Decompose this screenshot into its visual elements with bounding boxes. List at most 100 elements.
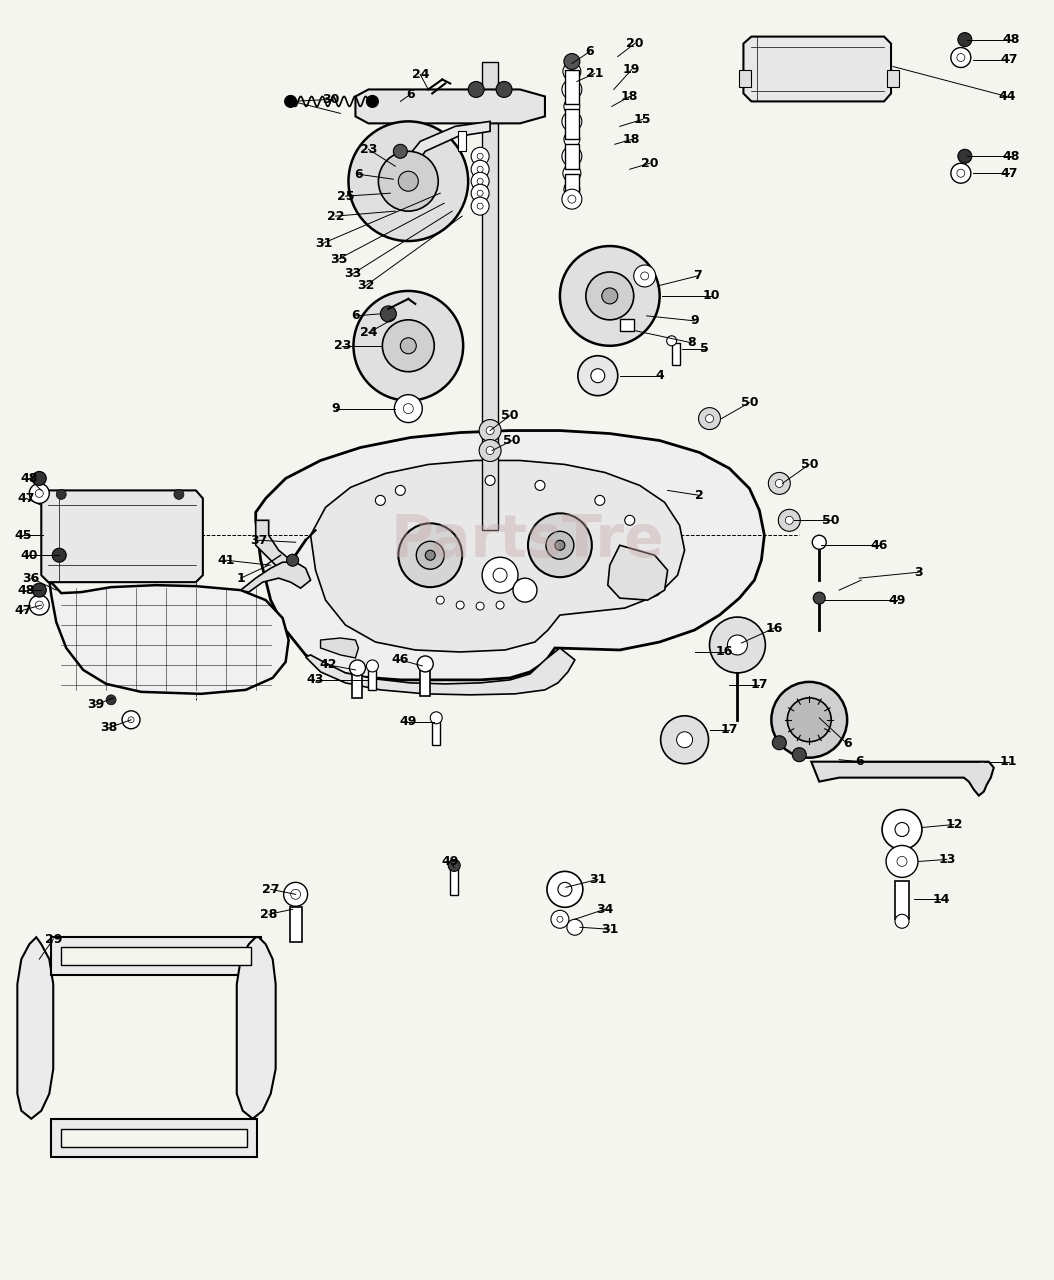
Text: 12: 12 [945,818,962,831]
Text: 7: 7 [694,270,702,283]
Text: 37: 37 [250,534,268,547]
Text: 14: 14 [932,893,950,906]
Text: 46: 46 [392,654,409,667]
Circle shape [33,584,46,596]
Circle shape [30,484,50,503]
Circle shape [416,541,444,570]
Circle shape [661,716,708,764]
Circle shape [727,635,747,655]
Text: 16: 16 [716,645,734,658]
Text: 41: 41 [217,554,235,567]
Bar [482,61,499,530]
Text: 4: 4 [656,369,664,383]
Bar [450,868,458,895]
Text: 24: 24 [411,68,429,81]
Text: PartsTre: PartsTre [390,512,664,568]
Circle shape [476,602,484,611]
Polygon shape [743,37,891,101]
Circle shape [813,535,826,549]
Text: 46: 46 [871,539,887,552]
Circle shape [471,184,489,202]
Circle shape [563,164,581,182]
Bar [671,343,680,365]
Circle shape [564,54,580,69]
Text: 6: 6 [855,755,863,768]
Circle shape [436,596,444,604]
Text: 47: 47 [15,604,32,617]
Circle shape [602,288,618,303]
Text: 30: 30 [321,93,339,106]
Circle shape [496,602,504,609]
Circle shape [53,548,66,562]
Polygon shape [812,762,994,796]
Text: 6: 6 [586,45,594,58]
Text: 49: 49 [399,716,417,728]
Circle shape [496,82,512,97]
Text: 24: 24 [359,326,377,339]
Text: 48: 48 [21,472,38,485]
Text: 9: 9 [331,402,339,415]
Circle shape [957,54,964,61]
Text: 48: 48 [1002,150,1019,163]
Circle shape [471,160,489,178]
Circle shape [480,439,501,462]
Text: 38: 38 [100,721,118,735]
Circle shape [398,172,418,191]
Circle shape [430,712,443,723]
Circle shape [814,593,825,604]
Text: 6: 6 [354,168,363,180]
Text: 50: 50 [504,434,521,447]
Bar [61,947,251,965]
Circle shape [350,660,366,676]
Circle shape [33,471,46,485]
Circle shape [30,595,50,616]
Polygon shape [237,937,276,1119]
Bar [352,669,363,698]
Circle shape [285,96,296,108]
Circle shape [564,132,580,147]
Circle shape [557,916,563,923]
Circle shape [471,197,489,215]
Polygon shape [256,430,764,680]
Circle shape [471,173,489,191]
Text: 23: 23 [334,339,351,352]
Text: 11: 11 [1000,755,1017,768]
Circle shape [482,557,518,593]
Circle shape [773,736,786,750]
Text: 6: 6 [351,310,359,323]
Circle shape [401,338,416,353]
Circle shape [349,122,468,241]
Bar [895,882,909,919]
Text: 50: 50 [741,396,758,410]
Circle shape [398,524,462,588]
Polygon shape [41,490,202,582]
Circle shape [486,447,494,454]
Text: 20: 20 [641,156,659,170]
Text: 25: 25 [336,189,354,202]
Text: 23: 23 [359,143,377,156]
Text: 20: 20 [626,37,643,50]
Circle shape [785,516,794,525]
Circle shape [562,189,582,209]
Circle shape [558,882,572,896]
Bar [740,69,752,87]
Text: 45: 45 [15,529,32,541]
Bar [432,719,441,745]
Text: 8: 8 [687,337,696,349]
Text: 44: 44 [998,90,1015,102]
Circle shape [897,856,907,867]
Text: 16: 16 [765,622,783,635]
Circle shape [477,154,483,159]
Text: 47: 47 [1000,52,1017,67]
Circle shape [594,495,605,506]
Circle shape [291,890,300,900]
Circle shape [367,96,378,108]
Text: 34: 34 [597,902,613,915]
Text: 32: 32 [356,279,374,292]
Circle shape [551,910,569,928]
Text: 28: 28 [260,908,277,920]
Bar [565,145,579,169]
Text: 43: 43 [307,673,325,686]
Circle shape [895,823,909,837]
Text: 1: 1 [236,572,246,585]
